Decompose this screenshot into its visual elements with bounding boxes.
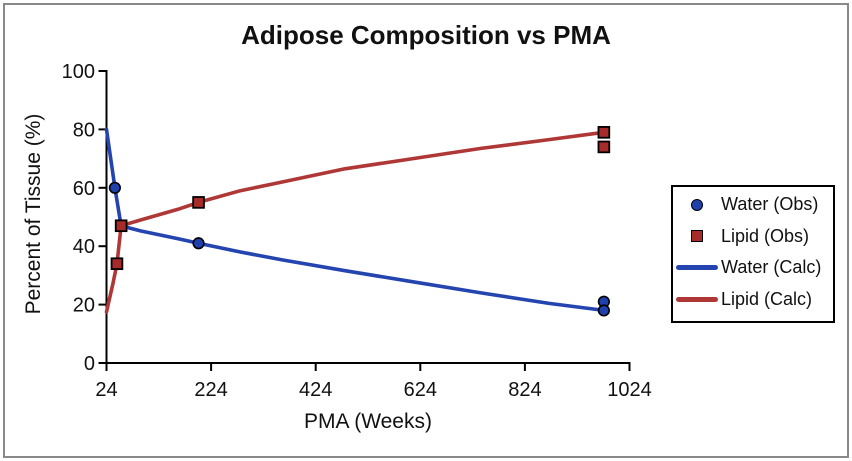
x-axis-label: PMA (Weeks) (304, 410, 432, 433)
water-calc-line (104, 127, 606, 313)
legend-label: Water (Obs) (721, 194, 819, 215)
y-tick-label: 40 (73, 236, 95, 258)
legend-item-lipid-obs: Lipid (Obs) (673, 221, 833, 253)
y-tick-label: 0 (84, 353, 95, 375)
x-tick-label: 424 (299, 379, 332, 401)
y-tick-label: 60 (73, 178, 95, 200)
y-tick-label: 80 (73, 119, 95, 141)
water-obs-legend-icon (691, 198, 703, 211)
x-tick-label: 224 (194, 379, 227, 401)
lipid-obs-point (110, 257, 124, 271)
lipid-calc-legend-icon (676, 296, 718, 302)
water-calc-legend-icon (676, 265, 718, 271)
water-obs-point (597, 304, 610, 317)
legend-label: Lipid (Calc) (721, 288, 813, 309)
y-tick-label: 100 (62, 61, 95, 83)
lipid-obs-point (597, 126, 611, 139)
lipid-calc-line (104, 130, 606, 314)
chart-title: Adipose Composition vs PMA (241, 20, 611, 50)
water-obs-point (108, 181, 121, 194)
legend-item-water-calc: Water (Calc) (673, 252, 833, 284)
y-tick-label: 20 (73, 295, 95, 317)
lipid-obs-point (597, 140, 611, 154)
water-obs-point (192, 237, 205, 250)
x-tick-label: 1024 (607, 379, 652, 401)
x-tick-label: 824 (508, 379, 541, 401)
legend-label: Water (Calc) (721, 257, 822, 278)
legend-box: Water (Obs) Lipid (Obs) Water (Calc) Lip… (671, 185, 835, 323)
lipid-obs-legend-icon (691, 230, 703, 243)
legend-item-water-obs: Water (Obs) (673, 189, 833, 221)
x-tick-label: 624 (404, 379, 437, 401)
x-tick-label: 24 (95, 379, 117, 401)
axes (105, 70, 631, 364)
y-axis-label: Percent of Tissue (%) (22, 114, 45, 315)
lipid-obs-point (192, 196, 205, 209)
legend-label: Lipid (Obs) (721, 225, 810, 246)
legend-item-lipid-calc: Lipid (Calc) (673, 284, 833, 316)
lipid-obs-point (114, 219, 128, 233)
